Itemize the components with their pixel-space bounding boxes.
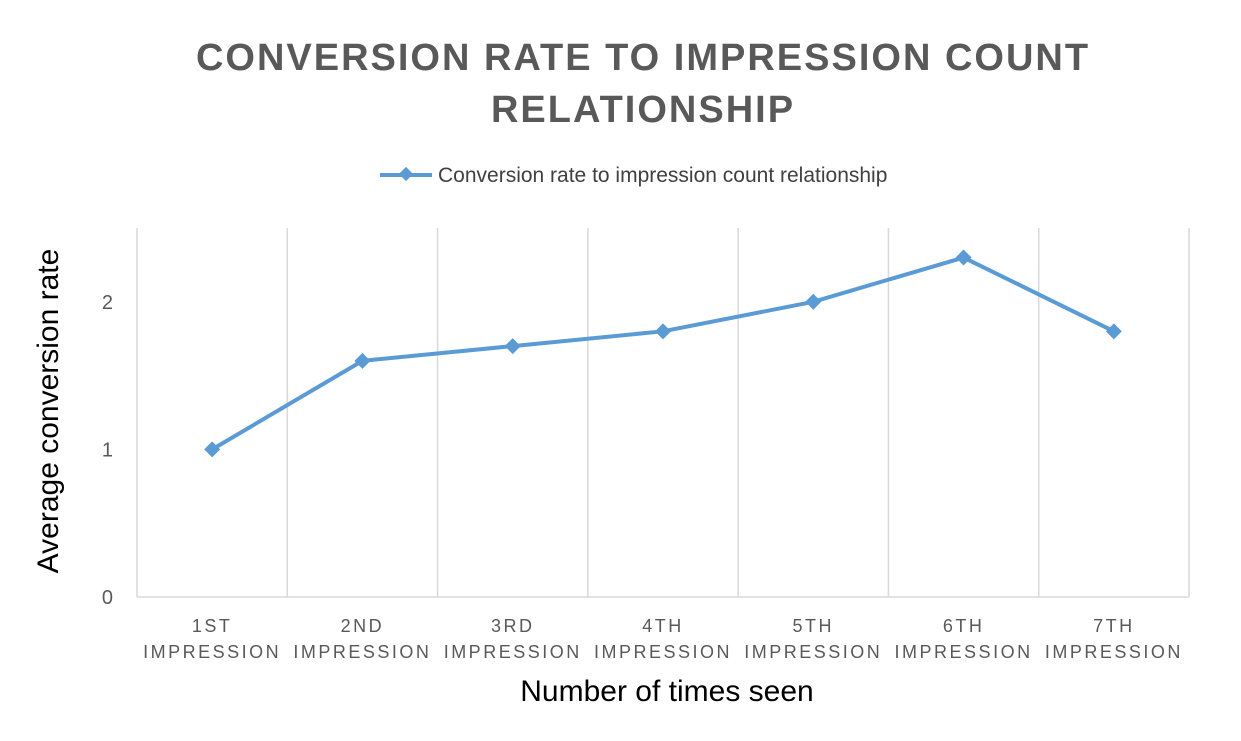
- chart-title: CONVERSION RATE TO IMPRESSION COUNT RELA…: [196, 37, 1090, 131]
- x-tick-label: 4TH IMPRESSION: [594, 616, 732, 662]
- data-point: [955, 249, 972, 266]
- data-markers: [204, 249, 1122, 458]
- chart-title-line-1: CONVERSION RATE TO IMPRESSION COUNT: [196, 37, 1090, 79]
- y-ticks: 0 1 2: [102, 292, 113, 609]
- x-tick-label: 7TH IMPRESSION: [1045, 616, 1183, 662]
- legend: Conversion rate to impression count rela…: [380, 164, 887, 187]
- data-point: [354, 352, 371, 369]
- x-tick-label: 2ND IMPRESSION: [293, 616, 431, 662]
- y-tick-label: 2: [102, 292, 113, 314]
- data-point: [504, 338, 521, 355]
- data-point: [655, 323, 671, 340]
- x-tick-label: 3RD IMPRESSION: [444, 616, 582, 662]
- chart-title-line-2: RELATIONSHIP: [491, 89, 795, 131]
- plot-area: 0 1 2 1ST IMPRESSION 2ND IMPRESSION 3RD IMPRESS…: [102, 228, 1190, 662]
- y-tick-label: 0: [102, 587, 113, 609]
- x-tick-label: 6TH IMPRESSION: [895, 616, 1033, 662]
- legend-label: Conversion rate to impression count rela…: [438, 164, 887, 187]
- x-ticks: 1ST IMPRESSION 2ND IMPRESSION 3RD IMPRESSION 4…: [143, 616, 1183, 662]
- x-tick-label: 5TH IMPRESSION: [744, 616, 882, 662]
- gridlines: [136, 228, 1190, 597]
- data-point: [805, 293, 822, 310]
- y-tick-label: 1: [102, 439, 113, 461]
- legend-marker: [398, 166, 414, 182]
- data-point: [1105, 323, 1122, 340]
- y-axis-title: Average conversion rate: [32, 249, 65, 574]
- x-tick-label: 1ST IMPRESSION: [143, 616, 281, 662]
- x-axis-title: Number of times seen: [520, 675, 813, 708]
- data-point: [204, 441, 221, 458]
- series-line: [211, 255, 1115, 452]
